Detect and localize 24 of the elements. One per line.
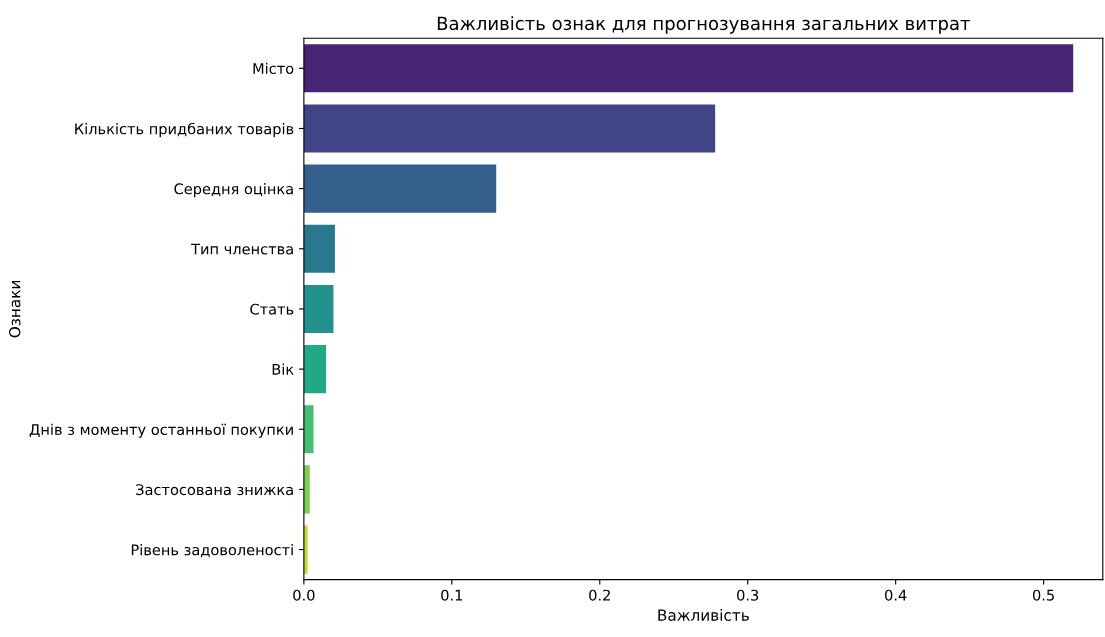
bar bbox=[303, 224, 335, 273]
x-axis-title: Важливість bbox=[658, 609, 749, 621]
y-tick-label: Середня оцінка bbox=[174, 183, 293, 198]
x-tick-label: 0.2 bbox=[589, 589, 610, 601]
y-tick-label: Місто bbox=[253, 62, 294, 75]
x-tick-label: 0.3 bbox=[737, 589, 759, 601]
x-tick-label: 0.0 bbox=[293, 589, 315, 601]
bar bbox=[303, 164, 497, 213]
chart-title: Важливість ознак для прогнозування загальних витрат bbox=[437, 16, 971, 34]
bar bbox=[303, 104, 716, 153]
y-tick-label: Кількість придбаних товарів bbox=[75, 122, 294, 138]
bar bbox=[303, 44, 1074, 93]
y-tick-label: Вік bbox=[272, 363, 294, 375]
y-tick-label: Рівень задоволеності bbox=[131, 544, 293, 558]
y-tick-label: Застосована знижка bbox=[136, 484, 293, 496]
bar bbox=[303, 284, 334, 334]
x-tick-label: 0.5 bbox=[1032, 589, 1054, 601]
y-tick-label: Стать bbox=[250, 303, 294, 315]
y-tick-label: Днів з моменту останньої покупки bbox=[29, 423, 293, 438]
y-axis-title: Ознаки bbox=[8, 281, 21, 338]
x-tick-label: 0.4 bbox=[885, 589, 907, 601]
bar bbox=[303, 345, 327, 394]
x-tick-label: 0.1 bbox=[441, 589, 463, 601]
y-tick-label: Тип членства bbox=[191, 243, 293, 255]
